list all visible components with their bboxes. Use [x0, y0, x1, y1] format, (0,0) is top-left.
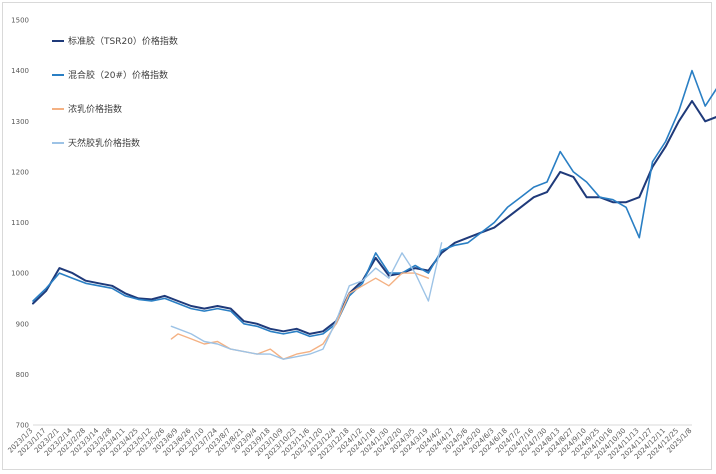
legend-label: 标准胶（TSR20）价格指数: [68, 35, 178, 47]
y-tick-label: 1000: [11, 270, 29, 278]
chart-frame: [2, 2, 712, 470]
y-tick-label: 1300: [11, 118, 29, 126]
y-tick-label: 700: [16, 422, 29, 430]
y-axis: 700 800 900 1000 1100 1200 1300 1400 1500: [11, 17, 29, 430]
series-layer: [32, 69, 716, 360]
y-tick-label: 900: [16, 320, 29, 328]
legend-label: 混合胶（20#）价格指数: [68, 69, 168, 81]
y-tick-label: 1200: [11, 168, 29, 176]
x-axis: 2023/1/32023/1/172023/2/12023/2/142023/2…: [7, 424, 693, 461]
series-line-4: [170, 242, 443, 360]
series-line-3: [170, 272, 430, 360]
series-line-2: [32, 69, 716, 338]
y-tick-label: 1500: [11, 17, 29, 25]
y-tick-label: 1400: [11, 67, 29, 75]
legend-label: 浓乳价格指数: [68, 103, 122, 115]
y-tick-label: 800: [16, 371, 29, 379]
series-line-1: [32, 100, 716, 335]
legend-label: 天然胶乳价格指数: [68, 137, 140, 149]
y-tick-label: 1100: [11, 219, 29, 227]
